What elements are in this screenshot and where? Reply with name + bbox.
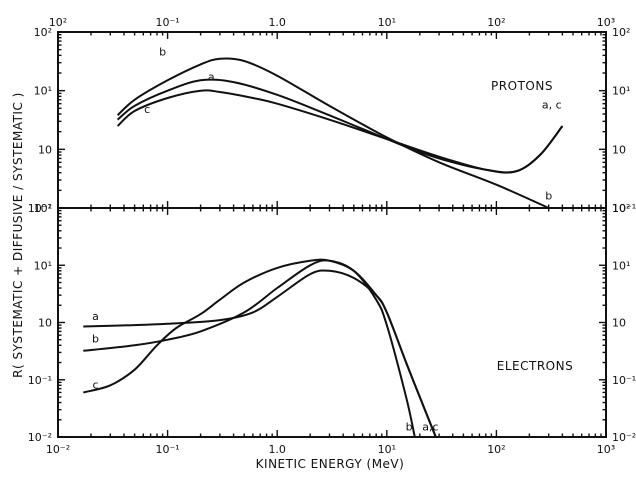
curve-protons-c	[116, 89, 564, 174]
y-tick-label-left: 10⁻²	[28, 431, 52, 444]
curve-end-label: a, c	[542, 98, 562, 111]
x-tick-label-bottom: 10²	[487, 443, 505, 456]
x-tick-label-bottom: 10¹	[378, 443, 396, 456]
y-tick-label-right: 10²	[612, 202, 630, 215]
x-tick-label-bottom: 1.0	[268, 443, 286, 456]
y-tick-label-left: 10⁻¹	[28, 202, 52, 215]
axis-ticks	[57, 31, 607, 438]
x-tick-label-top: 10³	[597, 16, 615, 29]
curve-electrons-a	[83, 269, 437, 438]
curve-label: c	[92, 379, 98, 392]
y-tick-label-left: 10²	[34, 202, 52, 215]
y-axis-label: R( SYSTEMATIC + DIFFUSIVE / SYSTEMATIC )	[11, 92, 25, 378]
curve-end-label: a,c	[422, 420, 438, 433]
curve-label: a	[208, 70, 215, 83]
x-tick-label-bottom: 10⁻¹	[155, 443, 179, 456]
curve-electrons-c	[83, 258, 437, 438]
y-tick-label-right: 10¹	[612, 259, 630, 272]
x-axis-label: KINETIC ENERGY (MeV)	[256, 457, 405, 471]
curve-label: c	[144, 103, 150, 116]
curve-end-label: b	[406, 420, 413, 433]
x-tick-label-bottom: 10³	[597, 443, 615, 456]
curve-label: b	[92, 332, 99, 345]
y-tick-label-left: 10	[38, 143, 52, 156]
x-tick-label-top: 10²	[49, 16, 67, 29]
y-tick-label-right: 10⁻¹	[612, 202, 636, 215]
y-tick-label-right: 10⁻¹	[612, 374, 636, 387]
panel-title: PROTONS	[491, 79, 553, 93]
curve-protons-b	[116, 57, 550, 209]
x-tick-label-top: 1.0	[268, 16, 286, 29]
y-tick-label-right: 10¹	[612, 85, 630, 98]
y-tick-label-left: 10¹	[34, 259, 52, 272]
y-tick-label-right: 10	[612, 317, 626, 330]
y-tick-label-right: 10⁻²	[612, 431, 636, 444]
y-tick-label-left: 10¹	[34, 85, 52, 98]
y-tick-label-left: 10	[38, 317, 52, 330]
curve-label: b	[159, 45, 166, 58]
y-tick-label-right: 10	[612, 143, 626, 156]
curve-label: a	[92, 310, 99, 323]
data-curves	[83, 57, 564, 438]
plot-frame	[57, 31, 607, 438]
y-tick-label-right: 10²	[612, 26, 630, 39]
x-tick-label-top: 10¹	[378, 16, 396, 29]
y-tick-label-left: 10⁻¹	[28, 374, 52, 387]
plot-frames	[57, 31, 607, 438]
panel-title: ELECTRONS	[497, 359, 573, 373]
x-tick-label-top: 10²	[487, 16, 505, 29]
x-tick-label-top: 10⁻¹	[155, 16, 179, 29]
x-tick-label-bottom: 10⁻²	[46, 443, 70, 456]
y-tick-label-left: 10²	[34, 26, 52, 39]
curve-electrons-b	[83, 259, 416, 438]
labels: 10⁻²10²10⁻¹10⁻¹1.01.010¹10¹10²10²10³10³1…	[11, 16, 636, 471]
curve-end-label: b	[545, 189, 552, 202]
